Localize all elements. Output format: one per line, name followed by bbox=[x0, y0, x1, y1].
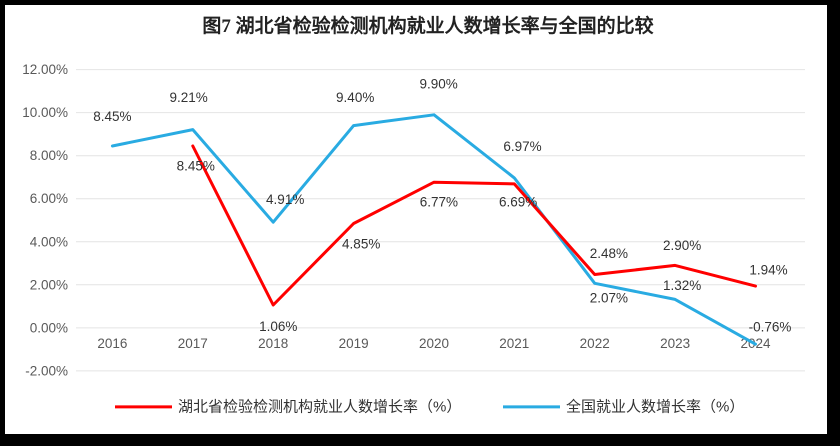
svg-text:2.90%: 2.90% bbox=[663, 238, 701, 253]
svg-text:9.40%: 9.40% bbox=[336, 90, 374, 105]
svg-text:0.00%: 0.00% bbox=[30, 320, 68, 335]
svg-text:2018: 2018 bbox=[258, 336, 288, 351]
svg-text:2.07%: 2.07% bbox=[590, 291, 628, 306]
svg-text:2.48%: 2.48% bbox=[590, 246, 628, 261]
svg-text:1.32%: 1.32% bbox=[663, 278, 701, 293]
svg-text:8.45%: 8.45% bbox=[177, 158, 215, 173]
svg-text:10.00%: 10.00% bbox=[22, 105, 68, 120]
svg-text:9.21%: 9.21% bbox=[169, 90, 207, 105]
svg-text:4.85%: 4.85% bbox=[342, 237, 380, 252]
svg-text:2.00%: 2.00% bbox=[30, 277, 68, 292]
svg-text:6.69%: 6.69% bbox=[499, 195, 537, 210]
svg-text:8.00%: 8.00% bbox=[30, 148, 68, 163]
svg-text:2023: 2023 bbox=[660, 336, 690, 351]
svg-text:2017: 2017 bbox=[178, 336, 208, 351]
svg-text:4.00%: 4.00% bbox=[30, 234, 68, 249]
svg-text:9.90%: 9.90% bbox=[419, 77, 457, 92]
svg-text:12.00%: 12.00% bbox=[22, 62, 68, 77]
svg-text:2016: 2016 bbox=[97, 336, 127, 351]
svg-text:8.45%: 8.45% bbox=[93, 109, 131, 124]
svg-text:6.77%: 6.77% bbox=[420, 195, 458, 210]
svg-text:4.91%: 4.91% bbox=[266, 192, 304, 207]
svg-text:6.97%: 6.97% bbox=[503, 139, 541, 154]
svg-text:6.00%: 6.00% bbox=[30, 191, 68, 206]
svg-text:2019: 2019 bbox=[339, 336, 369, 351]
svg-text:湖北省检验检测机构就业人数增长率（%）: 湖北省检验检测机构就业人数增长率（%） bbox=[178, 398, 461, 415]
svg-text:-2.00%: -2.00% bbox=[25, 363, 68, 378]
svg-text:2021: 2021 bbox=[499, 336, 529, 351]
svg-text:1.94%: 1.94% bbox=[749, 262, 787, 277]
svg-text:1.06%: 1.06% bbox=[259, 319, 297, 334]
svg-text:全国就业人数增长率（%）: 全国就业人数增长率（%） bbox=[566, 397, 744, 415]
svg-text:2022: 2022 bbox=[580, 336, 610, 351]
svg-text:-0.76%: -0.76% bbox=[749, 320, 792, 335]
svg-text:2020: 2020 bbox=[419, 336, 449, 351]
